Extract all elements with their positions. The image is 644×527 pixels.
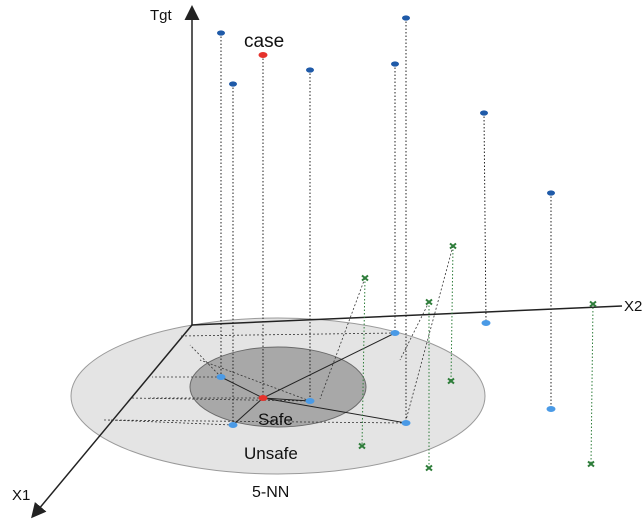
case-label: case — [244, 31, 284, 52]
blue-point-top — [547, 190, 555, 196]
projection-lines — [103, 245, 454, 426]
green-cross-top — [449, 242, 457, 250]
neighbor-line — [262, 397, 311, 402]
green-cross-base — [447, 377, 455, 385]
vertical-drop-lines — [220, 18, 594, 468]
projection-line — [399, 301, 430, 361]
data-points — [216, 15, 597, 472]
blue-point-top — [306, 67, 314, 73]
neighbor-line — [220, 376, 264, 399]
blue-point-base — [216, 374, 226, 380]
safe-zone — [189, 346, 367, 428]
drop-line — [590, 303, 594, 465]
neighbor-lines — [220, 332, 407, 426]
horizontal-axis — [191, 305, 623, 326]
projection-line — [319, 277, 366, 400]
drop-line — [483, 112, 487, 324]
green-cross-top — [361, 274, 369, 282]
drop-line — [361, 277, 366, 447]
safe-label: Safe — [258, 410, 293, 429]
case-point-top — [258, 52, 268, 58]
blue-point-base — [546, 406, 556, 412]
blue-point-base — [305, 398, 315, 404]
blue-point-top — [391, 61, 399, 67]
green-cross-top — [589, 300, 597, 308]
blue-point-base — [481, 320, 491, 326]
blue-point-top — [480, 110, 488, 116]
knn-label: 5-NN — [252, 484, 289, 501]
projection-line — [189, 344, 222, 378]
blue-point-base — [228, 422, 238, 428]
vertical-axis-label: Tgt — [150, 7, 173, 24]
blue-point-top — [402, 15, 410, 21]
blue-point-top — [229, 81, 237, 87]
horizontal-axis-label: X2 — [624, 298, 642, 315]
green-cross-base — [425, 464, 433, 472]
green-cross-base — [587, 460, 595, 468]
drop-line — [450, 245, 454, 382]
neighbor-line — [262, 332, 396, 399]
projection-line — [109, 419, 234, 426]
blue-point-top — [217, 30, 225, 36]
green-cross-top — [425, 298, 433, 306]
unsafe-label: Unsafe — [244, 444, 298, 463]
blue-point-base — [390, 330, 400, 336]
depth-axis-label: X1 — [12, 487, 30, 504]
case-point-base — [258, 395, 268, 401]
blue-point-base — [401, 420, 411, 426]
neighbor-line — [232, 397, 264, 426]
neighbor-line — [262, 397, 407, 424]
green-cross-base — [358, 442, 366, 450]
projection-line — [199, 359, 311, 402]
